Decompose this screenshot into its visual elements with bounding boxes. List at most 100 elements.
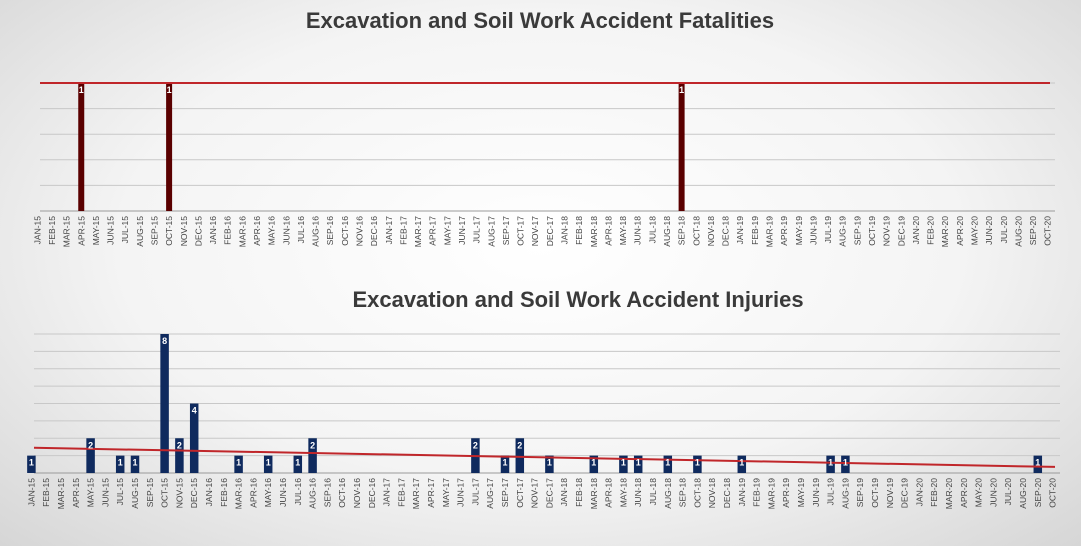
fatalities-x-tick-label: SEP-15 bbox=[149, 216, 159, 246]
injuries-x-tick-label: JUN-20 bbox=[988, 478, 998, 507]
injuries-bar bbox=[1033, 455, 1043, 473]
fatalities-x-tick-label: APR-18 bbox=[603, 216, 613, 246]
fatalities-x-tick-label: MAR-17 bbox=[413, 216, 423, 247]
injuries-data-label: 1 bbox=[636, 458, 641, 468]
fatalities-x-tick-label: JAN-18 bbox=[559, 216, 569, 245]
fatalities-x-tick-label: APR-17 bbox=[428, 216, 438, 246]
fatalities-x-tick-label: SEP-18 bbox=[677, 216, 687, 246]
injuries-x-tick-label: JUL-15 bbox=[115, 478, 125, 506]
injuries-data-label: 1 bbox=[547, 458, 552, 468]
injuries-bar bbox=[234, 455, 243, 473]
fatalities-x-tick-label: DEC-18 bbox=[721, 216, 731, 247]
injuries-x-tick-label: MAY-15 bbox=[86, 478, 96, 508]
injuries-bar bbox=[86, 438, 95, 473]
injuries-x-tick-label: NOV-18 bbox=[707, 478, 717, 509]
injuries-bar bbox=[115, 455, 125, 473]
injuries-trendline bbox=[33, 446, 1056, 468]
injuries-data-label: 2 bbox=[177, 440, 182, 450]
fatalities-gridlines bbox=[40, 82, 1055, 212]
fatalities-x-tick-label: JUL-17 bbox=[472, 216, 482, 244]
fatalities-x-tick-label: APR-19 bbox=[779, 216, 789, 246]
injuries-x-tick-label: JUL-18 bbox=[648, 478, 658, 506]
injuries-data-label: 2 bbox=[88, 440, 93, 450]
fatalities-x-tick-label: JUL-18 bbox=[647, 216, 657, 244]
injuries-x-tick-label: AUG-17 bbox=[485, 478, 495, 509]
injuries-x-tick-label: DEC-16 bbox=[367, 478, 377, 509]
injuries-data-label: 1 bbox=[739, 458, 744, 468]
fatalities-x-tick-label: JUL-20 bbox=[999, 216, 1009, 244]
injuries-x-tick-label: NOV-15 bbox=[174, 478, 184, 509]
injuries-bar bbox=[308, 438, 317, 473]
fatalities-x-tick-label: SEP-16 bbox=[325, 216, 335, 246]
injuries-data-label: 1 bbox=[843, 458, 848, 468]
injuries-x-tick-label: SEP-20 bbox=[1033, 478, 1043, 508]
injuries-x-tick-label: FEB-16 bbox=[219, 478, 229, 507]
fatalities-x-tick-label: MAY-20 bbox=[969, 216, 979, 246]
fatalities-chart-title: Excavation and Soil Work Accident Fatali… bbox=[306, 8, 774, 33]
injuries-x-tick-label: JAN-18 bbox=[559, 478, 569, 507]
fatalities-x-tick-label: JAN-19 bbox=[735, 216, 745, 245]
fatalities-x-tick-label: OCT-17 bbox=[516, 216, 526, 246]
fatalities-x-tick-label: JUL-19 bbox=[823, 216, 833, 244]
injuries-x-tick-label: MAY-20 bbox=[974, 478, 984, 508]
injuries-x-tick-label: SEP-16 bbox=[322, 478, 332, 508]
fatalities-x-tick-label: MAR-15 bbox=[62, 216, 72, 247]
injuries-bar bbox=[545, 455, 554, 473]
fatalities-x-tick-label: AUG-15 bbox=[135, 216, 145, 247]
injuries-x-tick-label: APR-17 bbox=[426, 478, 436, 508]
fatalities-x-tick-label: FEB-15 bbox=[47, 216, 57, 245]
injuries-bar bbox=[515, 438, 525, 473]
injuries-x-tick-label: OCT-18 bbox=[692, 478, 702, 508]
injuries-data-label: 1 bbox=[1035, 458, 1040, 468]
injuries-x-tick-label: MAY-19 bbox=[796, 478, 806, 508]
injuries-x-tick-label: OCT-20 bbox=[1048, 478, 1058, 508]
fatalities-x-tick-label: JUN-16 bbox=[281, 216, 291, 245]
injuries-data-label: 1 bbox=[29, 458, 34, 468]
injuries-x-tick-label: AUG-20 bbox=[1018, 478, 1028, 509]
fatalities-x-tick-label: APR-20 bbox=[955, 216, 965, 246]
injuries-data-label: 1 bbox=[132, 458, 137, 468]
fatalities-x-tick-label: MAR-20 bbox=[940, 216, 950, 247]
injuries-x-tick-label: SEP-15 bbox=[145, 478, 155, 508]
fatalities-x-tick-label: DEC-17 bbox=[545, 216, 555, 247]
fatalities-bar bbox=[678, 83, 685, 211]
fatalities-x-axis-ticks: JAN-15 FEB-15 MAR-15 APR-15 MAY-15 JUN-15 JUL-… bbox=[32, 216, 1052, 247]
injuries-data-label: 1 bbox=[695, 458, 700, 468]
fatalities-x-tick-label: OCT-20 bbox=[1043, 216, 1053, 246]
fatalities-x-tick-label: MAY-18 bbox=[618, 216, 628, 246]
injuries-x-tick-label: APR-19 bbox=[781, 478, 791, 508]
injuries-x-tick-label: DEC-19 bbox=[900, 478, 910, 509]
injuries-x-tick-label: NOV-17 bbox=[530, 478, 540, 509]
injuries-x-tick-label: NOV-16 bbox=[352, 478, 362, 509]
injuries-data-label: 1 bbox=[502, 458, 507, 468]
injuries-x-tick-label: FEB-17 bbox=[396, 478, 406, 507]
fatalities-x-tick-label: JUL-15 bbox=[120, 216, 130, 244]
injuries-x-tick-label: APR-15 bbox=[71, 478, 81, 508]
injuries-x-tick-label: OCT-19 bbox=[870, 478, 880, 508]
fatalities-x-tick-label: MAY-17 bbox=[442, 216, 452, 246]
injuries-data-label: 1 bbox=[266, 458, 271, 468]
injuries-data-label: 1 bbox=[828, 458, 833, 468]
injuries-x-tick-label: JUN-18 bbox=[633, 478, 643, 507]
injuries-data-label: 1 bbox=[236, 458, 241, 468]
injuries-x-tick-label: NOV-19 bbox=[885, 478, 895, 509]
injuries-x-tick-label: APR-18 bbox=[604, 478, 614, 508]
injuries-bar bbox=[841, 455, 850, 473]
fatalities-x-tick-label: APR-15 bbox=[76, 216, 86, 246]
injuries-bar bbox=[737, 455, 747, 473]
fatalities-x-tick-label: JUN-18 bbox=[633, 216, 643, 245]
injuries-x-tick-label: JAN-20 bbox=[914, 478, 924, 507]
fatalities-x-tick-label: JUN-17 bbox=[457, 216, 467, 245]
injuries-bar bbox=[27, 455, 36, 473]
injuries-x-tick-label: FEB-18 bbox=[574, 478, 584, 507]
injuries-chart: Excavation and Soil Work Accident Injuri… bbox=[26, 287, 1060, 509]
injuries-x-tick-label: DEC-15 bbox=[189, 478, 199, 509]
fatalities-x-tick-label: FEB-19 bbox=[750, 216, 760, 245]
injuries-x-tick-label: AUG-16 bbox=[308, 478, 318, 509]
injuries-x-tick-label: JUL-17 bbox=[470, 478, 480, 506]
fatalities-x-tick-label: FEB-17 bbox=[398, 216, 408, 245]
injuries-data-label: 1 bbox=[621, 458, 626, 468]
injuries-x-tick-label: JUN-15 bbox=[100, 478, 110, 507]
